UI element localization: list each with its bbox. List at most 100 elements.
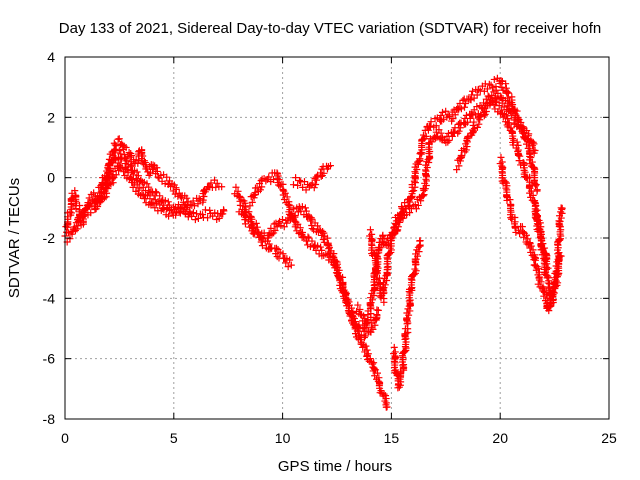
- data-point: [307, 214, 315, 222]
- data-point: [437, 129, 445, 137]
- data-point: [141, 159, 149, 167]
- data-point: [361, 332, 369, 340]
- data-point: [292, 174, 300, 182]
- data-point: [466, 114, 474, 122]
- data-point: [165, 212, 173, 220]
- data-point: [373, 369, 381, 377]
- data-point: [108, 175, 116, 183]
- data-point: [369, 296, 377, 304]
- data-point: [382, 399, 390, 407]
- data-point: [488, 91, 496, 99]
- series-track-d: [231, 183, 382, 342]
- data-point: [442, 107, 450, 115]
- data-point: [480, 112, 488, 120]
- data-point: [445, 136, 453, 144]
- data-point: [428, 138, 436, 146]
- data-point: [374, 306, 382, 314]
- data-point: [432, 122, 440, 130]
- series-track-h: [353, 74, 541, 332]
- data-point: [484, 92, 492, 100]
- data-point: [296, 224, 304, 232]
- data-point: [370, 291, 378, 299]
- data-point: [138, 190, 146, 198]
- data-point: [256, 186, 264, 194]
- data-point: [354, 301, 362, 309]
- data-point: [94, 193, 102, 201]
- data-point: [454, 104, 462, 112]
- data-point: [301, 204, 309, 212]
- data-point: [488, 84, 496, 92]
- data-point: [509, 101, 517, 109]
- data-point: [483, 85, 491, 93]
- data-point: [254, 229, 262, 237]
- data-point: [504, 89, 512, 97]
- data-point: [532, 254, 540, 262]
- series-track-k: [453, 86, 539, 174]
- data-point: [366, 300, 374, 308]
- data-point: [150, 165, 158, 173]
- data-point: [308, 225, 316, 233]
- data-point: [350, 315, 358, 323]
- data-point: [371, 321, 379, 329]
- data-point: [414, 160, 422, 168]
- data-point: [514, 117, 522, 125]
- data-point: [115, 135, 123, 143]
- axes: 0 5 10 15 20 25 -8 -6 -4 -2 0 2 4: [43, 49, 617, 446]
- data-point: [487, 98, 495, 106]
- data-point: [470, 94, 478, 102]
- data-point: [111, 149, 119, 157]
- data-point: [473, 123, 481, 131]
- data-point: [163, 173, 171, 181]
- data-point: [414, 252, 422, 260]
- data-point: [451, 111, 459, 119]
- data-point: [467, 96, 475, 104]
- data-point: [262, 177, 270, 185]
- data-point: [212, 183, 220, 191]
- data-point: [145, 183, 153, 191]
- data-point: [153, 189, 161, 197]
- data-point: [553, 264, 561, 272]
- data-point: [497, 153, 505, 161]
- data-point: [408, 276, 416, 284]
- data-point: [66, 235, 74, 243]
- data-point: [531, 262, 539, 270]
- data-point: [520, 164, 528, 172]
- data-point: [545, 307, 553, 315]
- data-point: [296, 177, 304, 185]
- data-point: [542, 268, 550, 276]
- data-point: [423, 163, 431, 171]
- data-point: [462, 146, 470, 154]
- data-point: [183, 194, 191, 202]
- data-point: [126, 153, 134, 161]
- data-point: [161, 197, 169, 205]
- data-point: [283, 219, 291, 227]
- data-point: [412, 267, 420, 275]
- data-point: [265, 173, 273, 181]
- data-point: [189, 209, 197, 217]
- data-point: [394, 223, 402, 231]
- data-point: [139, 152, 147, 160]
- data-point: [134, 172, 142, 180]
- data-point: [437, 111, 445, 119]
- x-tick-label: 20: [492, 430, 508, 446]
- data-point: [236, 201, 244, 209]
- data-point: [515, 226, 523, 234]
- x-tick-label: 0: [61, 430, 69, 446]
- data-point: [252, 219, 260, 227]
- data-point: [103, 173, 111, 181]
- data-point: [133, 168, 141, 176]
- data-point: [391, 361, 399, 369]
- series-track-i: [366, 92, 552, 306]
- data-point: [220, 207, 228, 215]
- data-point: [340, 286, 348, 294]
- data-point: [185, 210, 193, 218]
- data-point: [541, 263, 549, 271]
- data-point: [502, 80, 510, 88]
- data-point: [528, 158, 536, 166]
- data-point: [473, 103, 481, 111]
- data-point: [259, 235, 267, 243]
- data-point: [308, 179, 316, 187]
- data-point: [100, 194, 108, 202]
- data-point: [363, 346, 371, 354]
- data-point: [427, 118, 435, 126]
